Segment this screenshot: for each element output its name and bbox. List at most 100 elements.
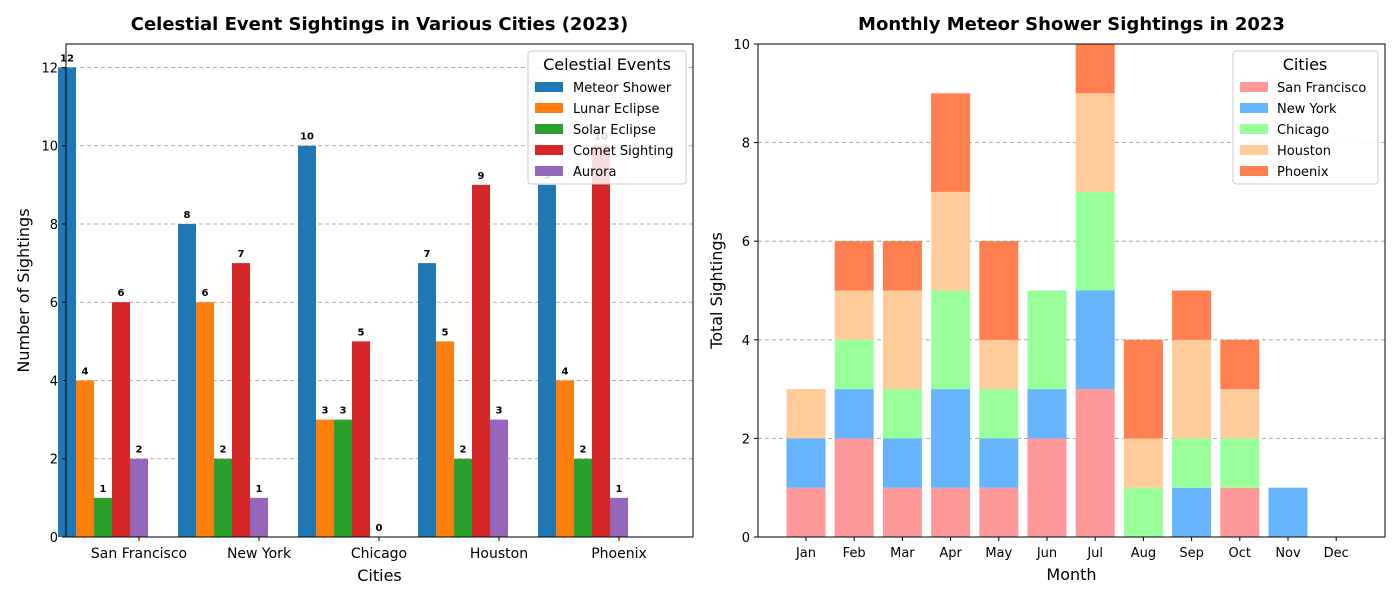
bar (130, 459, 148, 537)
bar (436, 341, 454, 537)
stacked-bar-segment (1220, 340, 1259, 389)
x-axis-label: Month (1046, 565, 1096, 584)
legend-entry: Chicago (1277, 123, 1329, 138)
data-label: 6 (118, 288, 125, 299)
y-tick-label: 8 (50, 218, 58, 233)
stacked-bar-segment (1124, 438, 1163, 487)
legend-swatch (535, 145, 563, 155)
x-axis-label: Cities (357, 566, 402, 585)
y-tick-label: 10 (41, 140, 58, 155)
y-tick-label: 12 (41, 61, 58, 76)
bar (76, 380, 94, 537)
bar (334, 420, 352, 537)
data-label: 2 (136, 445, 143, 456)
data-label: 4 (82, 366, 89, 377)
x-tick-label: Aug (1131, 546, 1156, 561)
x-tick-label: Sep (1179, 546, 1204, 561)
data-label: 2 (220, 445, 227, 456)
chart-monthly-meteor: Monthly Meteor Shower Sightings in 2023 0… (707, 14, 1385, 584)
x-tick-label: Jul (1086, 546, 1103, 561)
chart-event-sightings: Celestial Event Sightings in Various Cit… (14, 14, 693, 585)
y-axis-label: Total Sightings (707, 232, 726, 350)
legend-swatch (1240, 166, 1268, 176)
legend-entry: Solar Eclipse (573, 123, 656, 138)
bar (298, 146, 316, 537)
bar (232, 263, 250, 537)
stacked-bar-segment (1028, 389, 1067, 438)
x-tick-label: May (985, 546, 1012, 561)
legend: CitiesSan FranciscoNew YorkChicagoHousto… (1233, 51, 1378, 184)
x-tick-label: Phoenix (591, 546, 647, 562)
y-tick-label: 4 (742, 334, 750, 349)
bar (250, 498, 268, 537)
data-label: 7 (238, 249, 245, 260)
stacked-bar-segment (1076, 389, 1115, 537)
x-tick-label: Jun (1036, 546, 1057, 561)
stacked-bar-segment (931, 291, 970, 390)
bar (58, 67, 76, 537)
bar (592, 146, 610, 537)
data-label: 8 (184, 210, 191, 221)
x-tick-label: Apr (939, 546, 962, 561)
chart-title: Monthly Meteor Shower Sightings in 2023 (858, 14, 1285, 35)
stacked-bar-segment (1269, 488, 1308, 537)
stacked-bar-segment (1172, 438, 1211, 487)
data-label: 3 (322, 406, 329, 417)
stacked-bar-segment (979, 488, 1018, 537)
stacked-bar-segment (883, 291, 922, 390)
stacked-bar-segment (931, 488, 970, 537)
legend-swatch (1240, 145, 1268, 155)
stacked-bar-segment (787, 488, 826, 537)
x-tick-label: Houston (470, 546, 528, 562)
stacked-bar-segment (1028, 291, 1067, 390)
data-label: 3 (496, 406, 503, 417)
stacked-bar-segment (1076, 93, 1115, 192)
data-label: 4 (562, 366, 569, 377)
y-tick-label: 8 (742, 137, 750, 152)
stacked-bar-segment (1220, 488, 1259, 537)
data-label: 2 (580, 445, 587, 456)
stacked-bar-segment (787, 438, 826, 487)
bar (214, 459, 232, 537)
bar (418, 263, 436, 537)
stacked-bar-segment (835, 438, 874, 537)
stacked-bar-segment (1124, 340, 1163, 439)
stacked-bar-segment (883, 438, 922, 487)
stacked-bar-segment (1124, 488, 1163, 537)
data-label: 3 (340, 406, 347, 417)
stacked-bar-segment (835, 241, 874, 290)
stacked-bar-segment (835, 291, 874, 340)
data-label: 1 (256, 484, 263, 495)
stacked-bar-segment (931, 389, 970, 488)
bar (556, 380, 574, 537)
legend-entry: Aurora (573, 165, 616, 180)
bar (610, 498, 628, 537)
x-tick-label: Mar (890, 546, 915, 561)
y-tick-label: 2 (50, 453, 58, 468)
bar (316, 420, 334, 537)
x-tick-label: New York (227, 546, 292, 562)
legend-entry: New York (1277, 102, 1337, 117)
stacked-bar-segment (1220, 389, 1259, 438)
legend-entry: Meteor Shower (573, 81, 672, 96)
x-tick-label: Nov (1275, 546, 1301, 561)
bar (352, 341, 370, 537)
bar (472, 185, 490, 537)
bar (196, 302, 214, 537)
stacked-bar-segment (835, 340, 874, 389)
x-tick-label: Oct (1229, 546, 1251, 561)
stacked-bar-segment (931, 192, 970, 291)
bar (538, 185, 556, 537)
legend-entry: San Francisco (1277, 81, 1366, 96)
data-label: 5 (358, 327, 365, 338)
stacked-bar-segment (1076, 44, 1115, 93)
x-tick-label: Chicago (351, 546, 407, 562)
stacked-bar-segment (883, 241, 922, 290)
legend-swatch (1240, 124, 1268, 134)
y-tick-label: 10 (733, 38, 750, 53)
y-tick-label: 0 (50, 531, 58, 546)
stacked-bar-segment (979, 241, 1018, 340)
data-label: 2 (460, 445, 467, 456)
